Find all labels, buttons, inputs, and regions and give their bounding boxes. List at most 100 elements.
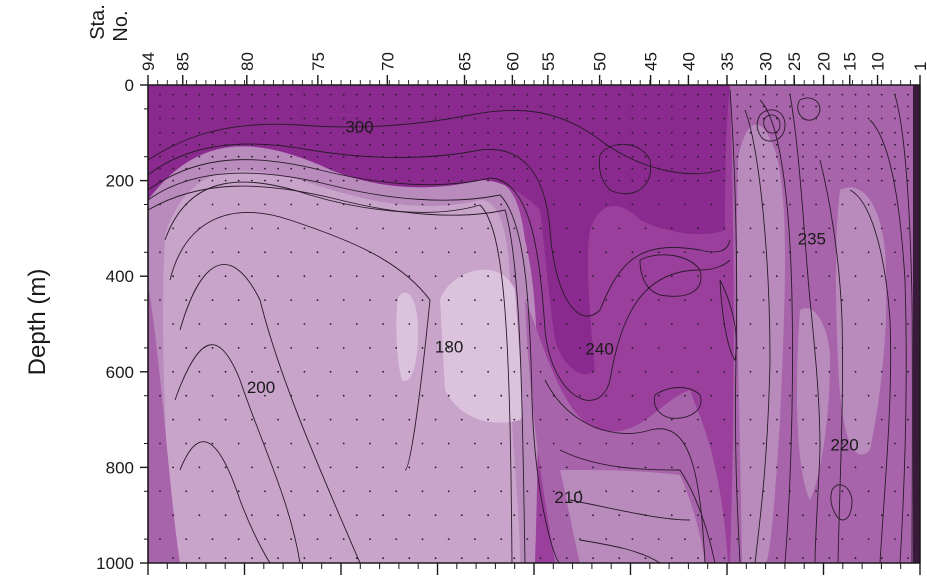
sample-dot bbox=[434, 514, 437, 517]
sample-dot bbox=[894, 117, 896, 120]
sample-dot bbox=[500, 490, 503, 493]
sample-dot bbox=[382, 418, 384, 421]
sample-dot bbox=[264, 143, 266, 146]
sample-dot bbox=[185, 117, 188, 120]
station-label-45: 45 bbox=[642, 52, 661, 71]
sample-dot bbox=[802, 514, 804, 517]
contour-line-29 bbox=[719, 279, 737, 362]
contour-line-28 bbox=[830, 484, 853, 521]
sample-dot bbox=[775, 514, 778, 517]
sample-dot bbox=[369, 442, 371, 445]
sample-dot bbox=[684, 251, 686, 254]
sample-dot bbox=[802, 466, 804, 469]
sample-dot bbox=[198, 418, 201, 421]
sample-dot bbox=[789, 93, 791, 96]
sample-dot bbox=[657, 394, 660, 397]
sample-dot bbox=[854, 466, 857, 469]
sample-dot bbox=[539, 227, 542, 230]
sample-dot bbox=[631, 251, 634, 254]
sample-dot bbox=[369, 299, 371, 301]
sample-dot bbox=[657, 179, 660, 182]
sample-dot bbox=[867, 347, 870, 349]
y-tick-label-400: 400 bbox=[106, 267, 134, 286]
sample-dot bbox=[618, 323, 621, 325]
sample-dot bbox=[592, 514, 594, 517]
contour-line-17 bbox=[789, 94, 821, 564]
sample-dot bbox=[710, 299, 713, 301]
sample-dot bbox=[408, 323, 411, 325]
sample-dot bbox=[329, 131, 332, 134]
sample-dot bbox=[552, 203, 555, 206]
sample-dot bbox=[264, 179, 266, 182]
sample-dot bbox=[565, 155, 568, 158]
sample-dot bbox=[382, 143, 384, 146]
sample-dot bbox=[736, 442, 739, 445]
sample-dot bbox=[277, 93, 279, 96]
sample-dot bbox=[421, 179, 424, 182]
sample-dot bbox=[762, 155, 765, 158]
sample-dot bbox=[539, 323, 542, 325]
sample-dot bbox=[460, 105, 463, 108]
sample-dot bbox=[408, 370, 411, 373]
sample-dot bbox=[854, 93, 857, 96]
sample-dot bbox=[854, 105, 857, 108]
sample-dot bbox=[762, 251, 765, 254]
sample-dot bbox=[198, 143, 201, 146]
sample-dot bbox=[697, 370, 699, 373]
sample-dot bbox=[749, 557, 752, 560]
sample-dot bbox=[605, 117, 608, 120]
sample-dot bbox=[775, 323, 778, 325]
sample-dot bbox=[605, 93, 608, 96]
sample-dot bbox=[552, 143, 555, 146]
sample-dot bbox=[185, 251, 188, 254]
sample-dot bbox=[644, 93, 647, 96]
sample-dot bbox=[224, 167, 227, 170]
sample-dot bbox=[579, 299, 581, 301]
sample-dot bbox=[185, 179, 188, 182]
sample-dot bbox=[802, 105, 804, 108]
sample-dot bbox=[670, 466, 673, 469]
sample-dot bbox=[775, 179, 778, 182]
sample-dot bbox=[841, 203, 844, 206]
sample-dot bbox=[382, 93, 384, 96]
sample-dot bbox=[264, 105, 266, 108]
sample-dot bbox=[749, 275, 752, 278]
sample-dot bbox=[251, 275, 253, 278]
sample-dot bbox=[434, 466, 437, 469]
y-tick-label-800: 800 bbox=[106, 458, 134, 477]
sample-dot bbox=[369, 167, 371, 170]
sample-dot bbox=[290, 538, 293, 540]
sample-dot bbox=[710, 167, 713, 170]
sample-dot bbox=[841, 93, 844, 96]
sample-dot bbox=[579, 117, 581, 120]
station-label-15: 15 bbox=[841, 52, 860, 71]
station-label-60: 60 bbox=[503, 52, 522, 71]
sample-dot bbox=[185, 131, 188, 134]
sample-dot bbox=[736, 93, 739, 96]
axes: 0 200 400 600 800 1000 94 85 80 75 70 65 60 55 50 45 40 3… bbox=[96, 52, 927, 575]
sample-dot bbox=[500, 347, 503, 349]
sample-dot bbox=[605, 538, 608, 540]
sample-dot bbox=[460, 179, 463, 182]
sample-dot bbox=[526, 490, 529, 493]
sample-dot bbox=[487, 167, 489, 170]
sample-dot bbox=[159, 131, 161, 134]
sample-dot bbox=[211, 93, 214, 96]
sample-dot bbox=[723, 143, 726, 146]
sample-dot bbox=[474, 155, 476, 158]
sample-dot bbox=[552, 93, 555, 96]
band-200-220-east2 bbox=[835, 187, 887, 455]
sample-dot bbox=[198, 227, 201, 230]
station-label-55: 55 bbox=[539, 52, 558, 71]
sample-dot bbox=[303, 514, 306, 517]
sample-dot bbox=[487, 557, 489, 560]
sample-dot bbox=[224, 143, 227, 146]
sample-dot bbox=[303, 466, 306, 469]
sample-dot bbox=[185, 93, 188, 96]
sample-dot bbox=[552, 538, 555, 540]
y-tick-label-1000: 1000 bbox=[96, 554, 134, 573]
sample-dot bbox=[684, 203, 686, 206]
sample-dot bbox=[251, 418, 253, 421]
sample-dot bbox=[185, 203, 188, 206]
sample-dot bbox=[697, 117, 699, 120]
